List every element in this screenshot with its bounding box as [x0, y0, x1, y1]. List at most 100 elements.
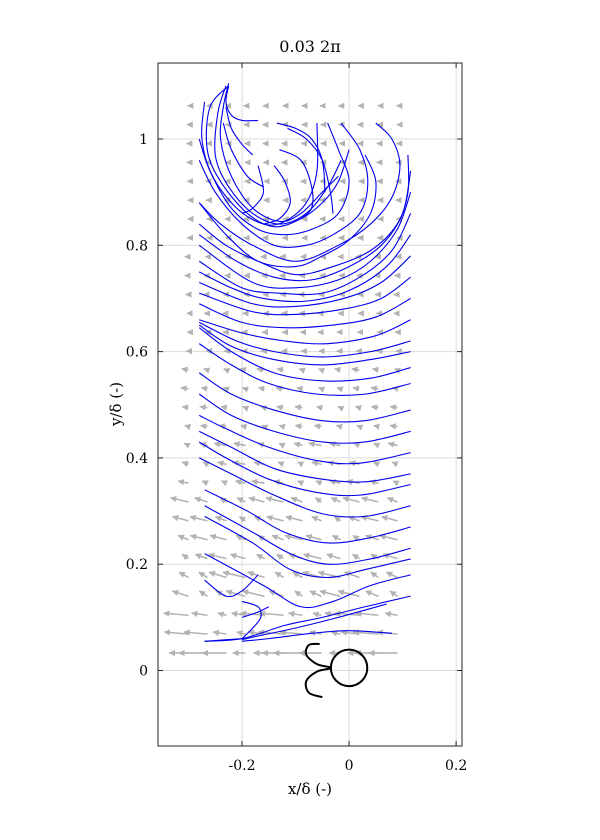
quiver-arrow — [169, 495, 189, 503]
quiver-arrow — [312, 611, 322, 618]
quiver-arrow — [329, 479, 341, 486]
streamline — [198, 297, 411, 329]
airfoil-body — [304, 642, 369, 699]
quiver-arrow — [392, 480, 400, 487]
quiver-arrow — [236, 630, 246, 637]
quiver-arrow — [370, 385, 379, 392]
quiver-arrow — [285, 514, 303, 522]
quiver-arrow — [302, 552, 322, 560]
quiver-arrow — [372, 461, 381, 468]
quiver-arrow — [381, 515, 398, 522]
quiver-arrow — [355, 610, 379, 617]
y-tick-label: 0 — [139, 664, 148, 680]
quiver-arrow — [242, 405, 250, 412]
y-tick-label: 1 — [139, 132, 148, 148]
quiver-arrow — [191, 610, 208, 618]
quiver-arrow — [256, 553, 265, 560]
streamline — [198, 191, 412, 289]
quiver-arrow — [365, 590, 379, 598]
quiver-arrow — [178, 571, 189, 579]
y-tick-label: 0.8 — [126, 238, 148, 254]
streamline — [198, 122, 350, 236]
quiver-arrow — [184, 423, 192, 431]
streamline — [198, 414, 411, 465]
quiver-arrow — [214, 515, 227, 522]
streamline — [199, 276, 411, 316]
quiver-arrow — [220, 480, 229, 487]
quiver-arrow — [330, 497, 341, 504]
quiver-arrow — [181, 366, 189, 373]
streamline — [198, 393, 411, 444]
streamline — [198, 321, 411, 358]
quiver-arrow — [180, 385, 189, 392]
quiver-arrow — [261, 424, 269, 431]
quiver-arrow — [248, 496, 265, 503]
quiver-arrow — [360, 496, 379, 503]
quiver-arrow — [162, 610, 189, 617]
quiver-arrow — [360, 514, 379, 522]
streamline — [241, 630, 392, 642]
quiver-arrow — [201, 480, 209, 487]
quiver-arrow — [241, 386, 249, 393]
quiver-arrow — [181, 461, 189, 468]
quiver-arrow — [297, 461, 305, 468]
quiver-arrow — [202, 461, 210, 468]
quiver-arrow — [352, 629, 379, 636]
quiver-arrow — [317, 367, 326, 374]
streamline — [241, 165, 265, 214]
quiver-arrow — [336, 386, 344, 393]
quiver-arrow — [241, 589, 265, 598]
quiver-arrow — [311, 460, 322, 467]
streamline — [225, 106, 254, 156]
streamline — [214, 85, 342, 225]
quiver-arrow — [386, 497, 398, 503]
quiver-arrow — [311, 515, 322, 522]
quiver-arrow — [266, 514, 284, 522]
streamline — [263, 165, 291, 225]
y-tick-label: 0.4 — [126, 451, 148, 467]
quiver-arrow — [199, 404, 208, 411]
streamline — [198, 324, 411, 366]
quiver-arrow — [308, 441, 322, 448]
streamline — [198, 154, 377, 268]
quiver-arrow — [334, 366, 341, 374]
streamline — [287, 127, 334, 214]
quiver-arrow — [385, 571, 398, 579]
quiver-arrow — [200, 423, 208, 430]
quiver-arrow — [189, 533, 208, 541]
streamline — [279, 149, 314, 220]
x-tick-label: 0 — [345, 758, 354, 774]
quiver-arrow — [171, 589, 189, 598]
streamline — [199, 255, 411, 308]
streamline — [204, 489, 411, 544]
quiver-arrow — [181, 553, 189, 561]
quiver-arrow — [275, 385, 284, 392]
quiver-arrow — [342, 496, 360, 503]
streamline — [198, 234, 412, 303]
quiver-arrow — [234, 479, 246, 486]
streamline — [222, 122, 264, 188]
quiver-arrow — [296, 385, 304, 392]
quiver-arrow — [236, 497, 246, 504]
quiver-arrow — [356, 424, 364, 431]
quiver-arrow — [313, 423, 322, 430]
axes-frame — [157, 62, 463, 747]
quiver-arrow — [212, 629, 227, 637]
quiver-arrow — [373, 442, 381, 449]
quiver-arrow — [333, 515, 342, 523]
streamline — [241, 606, 270, 618]
quiver-arrow — [276, 366, 284, 373]
quiver-arrow — [276, 404, 284, 411]
streamline — [198, 372, 411, 423]
quiver-arrow — [293, 441, 303, 448]
quiver-arrow — [229, 552, 246, 560]
quiver-arrow — [315, 480, 323, 487]
streamline — [198, 122, 401, 262]
streamline — [204, 553, 411, 609]
quiver-arrow — [294, 590, 303, 598]
quiver-arrow — [217, 611, 227, 618]
streamline — [198, 441, 411, 497]
quiver-arrow — [208, 552, 227, 560]
quiver-arrow — [194, 553, 208, 560]
